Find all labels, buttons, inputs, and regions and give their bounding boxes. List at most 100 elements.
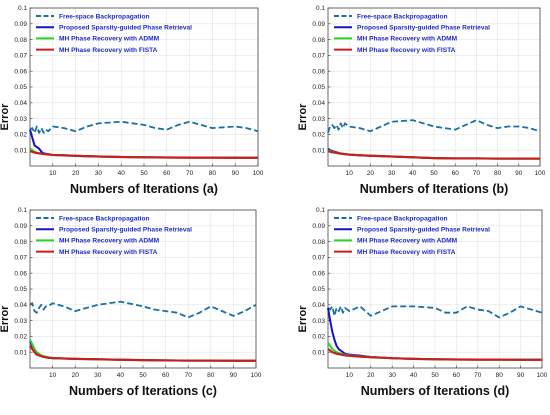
series-line-1: [327, 305, 543, 319]
y-tick-label: 0.08: [14, 37, 27, 44]
x-tick-label: 90: [230, 372, 238, 379]
x-tick-label: 20: [72, 170, 80, 177]
x-tick-label: 20: [367, 170, 375, 177]
x-tick-label: 70: [474, 372, 482, 379]
x-tick-label: 100: [253, 170, 264, 177]
x-axis-label: Numbers of Iterations (d): [361, 384, 510, 398]
y-tick-label: 0.08: [312, 37, 325, 44]
series-line-1: [29, 120, 259, 134]
legend-label: Free-space Backpropagation: [59, 13, 150, 20]
legend-label: Free-space Backpropagation: [357, 13, 448, 20]
x-tick-label: 90: [515, 170, 523, 177]
y-tick-label: 0.1: [316, 207, 325, 214]
y-tick-label: 0.09: [14, 21, 27, 28]
series-line-4: [29, 345, 256, 362]
y-tick-label: 0.06: [14, 270, 27, 277]
x-axis-label: Numbers of Iterations (a): [70, 182, 218, 196]
y-tick-label: 0.09: [312, 21, 325, 28]
legend-label: Proposed Sparsity-guided Phase Retrieval: [59, 25, 192, 32]
x-tick-label: 50: [139, 372, 147, 379]
axes-frame: [29, 209, 257, 369]
y-axis-label: Error: [297, 305, 309, 333]
x-tick-label: 30: [94, 372, 102, 379]
y-tick-label: 0.07: [14, 53, 27, 60]
x-tick-label: 80: [496, 372, 504, 379]
x-tick-label: 60: [163, 170, 171, 177]
y-tick-label: 0.07: [14, 255, 27, 262]
axes-frame: [327, 209, 543, 369]
y-tick-label: 0.09: [14, 223, 27, 230]
x-tick-label: 40: [409, 170, 417, 177]
x-tick-label: 10: [49, 372, 57, 379]
y-tick-label: 0.1: [316, 5, 325, 12]
y-tick-label: 0.04: [14, 100, 27, 107]
y-tick-label: 0.03: [312, 318, 325, 325]
y-tick-label: 0.02: [14, 334, 27, 341]
y-tick-label: 0.01: [14, 349, 27, 356]
x-axis-label: Numbers of Iterations (b): [360, 182, 509, 196]
y-tick-label: 0.06: [312, 68, 325, 75]
x-tick-label: 20: [72, 372, 80, 379]
y-tick-label: 0.08: [312, 239, 325, 246]
x-tick-label: 40: [410, 372, 418, 379]
legend-label: Proposed Sparsity-guided Phase Retrieval: [59, 227, 192, 234]
x-tick-label: 40: [117, 372, 125, 379]
legend-label: MH Phase Recovery with FISTA: [59, 47, 158, 54]
y-tick-label: 0.02: [312, 334, 325, 341]
y-tick-label: 0.03: [312, 116, 325, 123]
y-tick-label: 0.01: [312, 147, 325, 154]
legend-label: MH Phase Recovery with ADMM: [59, 36, 160, 43]
y-tick-label: 0.04: [312, 302, 325, 309]
x-tick-label: 80: [207, 372, 215, 379]
legend-label: Free-space Backpropagation: [59, 215, 150, 222]
x-tick-label: 50: [430, 170, 438, 177]
y-tick-label: 0.06: [14, 68, 27, 75]
legend-label: MH Phase Recovery with ADMM: [357, 238, 458, 245]
series-line-4: [327, 348, 542, 361]
legend-label: MH Phase Recovery with FISTA: [59, 249, 158, 256]
legend-label: Proposed Sparsity-guided Phase Retrieval: [357, 25, 490, 32]
x-tick-label: 70: [185, 372, 193, 379]
legend-label: Free-space Backpropagation: [357, 215, 448, 222]
series-line-1: [327, 119, 541, 134]
x-tick-label: 70: [186, 170, 194, 177]
y-tick-label: 0.07: [312, 255, 325, 262]
legend-label: MH Phase Recovery with FISTA: [357, 249, 456, 256]
y-axis-label: Error: [0, 305, 11, 333]
x-tick-label: 50: [140, 170, 148, 177]
x-tick-label: 40: [118, 170, 126, 177]
x-tick-label: 30: [95, 170, 103, 177]
x-tick-label: 10: [49, 170, 57, 177]
x-tick-label: 100: [537, 372, 548, 379]
x-tick-label: 30: [389, 372, 397, 379]
x-tick-label: 60: [162, 372, 170, 379]
legend-label: MH Phase Recovery with FISTA: [357, 47, 456, 54]
x-tick-label: 50: [431, 372, 439, 379]
axes-frame: [327, 7, 541, 167]
y-tick-label: 0.02: [14, 132, 27, 139]
x-tick-label: 60: [452, 170, 460, 177]
x-tick-label: 80: [494, 170, 502, 177]
chart-panel-b: 0.01 0.02 0.03 0.04 0.05 0.06 0.07 0.08 0.09 0.1 1…: [297, 5, 546, 196]
legend-label: MH Phase Recovery with ADMM: [59, 238, 160, 245]
y-tick-label: 0.03: [14, 318, 27, 325]
y-tick-label: 0.07: [312, 53, 325, 60]
series-line-4: [327, 149, 540, 160]
x-tick-label: 100: [535, 170, 546, 177]
series-line-4: [29, 149, 258, 159]
x-tick-label: 80: [209, 170, 217, 177]
y-tick-label: 0.04: [312, 100, 325, 107]
y-tick-label: 0.01: [312, 349, 325, 356]
chart-panel-d: 0.01 0.02 0.03 0.04 0.05 0.06 0.07 0.08 0.09 0.1 1…: [297, 207, 548, 398]
x-axis-label: Numbers of Iterations (c): [69, 384, 217, 398]
y-tick-label: 0.04: [14, 302, 27, 309]
y-tick-label: 0.03: [14, 116, 27, 123]
x-tick-label: 90: [517, 372, 525, 379]
x-tick-label: 90: [232, 170, 240, 177]
y-tick-label: 0.08: [14, 239, 27, 246]
y-tick-label: 0.05: [312, 286, 325, 293]
y-axis-label: Error: [297, 103, 309, 131]
y-tick-label: 0.05: [14, 84, 27, 91]
y-tick-label: 0.09: [312, 223, 325, 230]
